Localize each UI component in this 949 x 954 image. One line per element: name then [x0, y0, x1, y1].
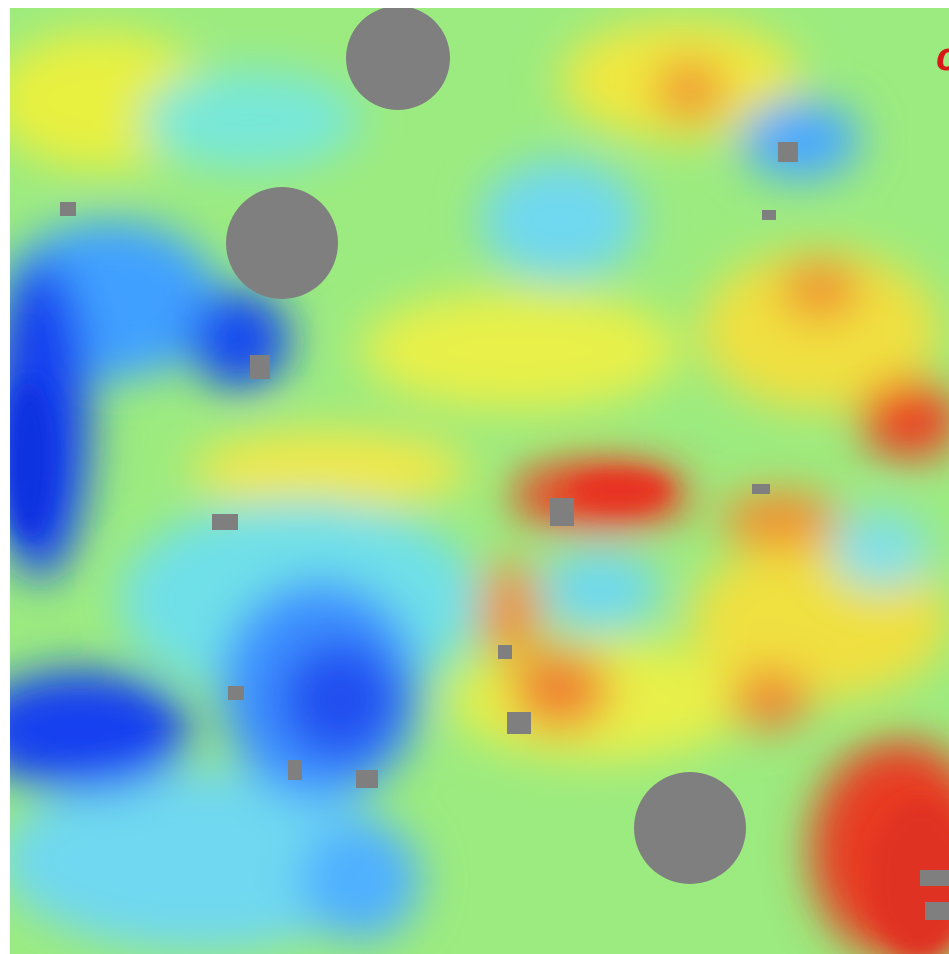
heatmap	[0, 6, 949, 954]
corner-label: c	[936, 35, 949, 79]
map-view: c	[0, 0, 949, 954]
